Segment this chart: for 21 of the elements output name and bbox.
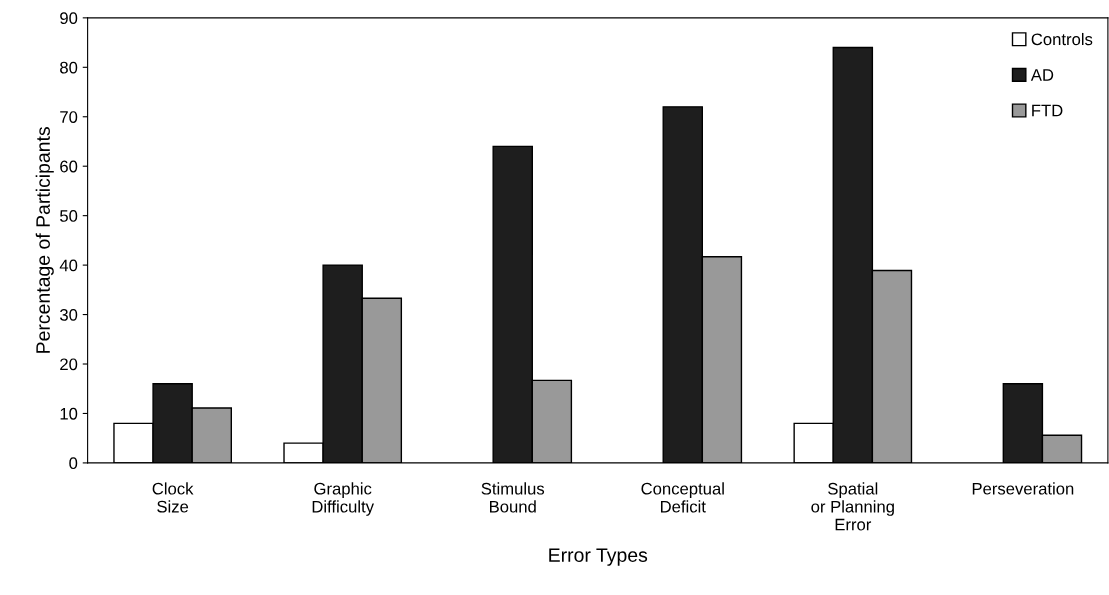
x-tick-label: Conceptual Deficit [641,482,724,513]
y-tick-label: 40 [59,259,78,272]
x-axis-title: Error Types [549,548,648,566]
y-tick-label: 20 [60,358,78,371]
y-tick-label: 10 [60,407,78,420]
legend-label: FTD [1032,104,1063,117]
y-axis-title: Percentage of Participants [35,127,54,353]
x-tick-label: Clock Size [152,482,194,513]
y-tick-label: 60 [60,160,78,173]
legend-label: AD [1030,69,1054,81]
y-tick-label: 50 [60,210,78,222]
y-tick-label: 30 [59,308,78,321]
x-tick-label: Stimulus Bound [481,482,545,513]
x-tick-label: Graphic Difficulty [312,482,374,516]
y-tick-label: 0 [69,457,78,470]
x-tick-label: Perseveration [972,482,1074,495]
x-tick-label: Spatial or Planning Error [811,482,894,531]
y-tick-label: 80 [60,61,78,74]
y-tick-label: 90 [60,12,78,25]
y-tick-label: 70 [60,111,78,123]
legend-label: Controls [1031,32,1093,46]
